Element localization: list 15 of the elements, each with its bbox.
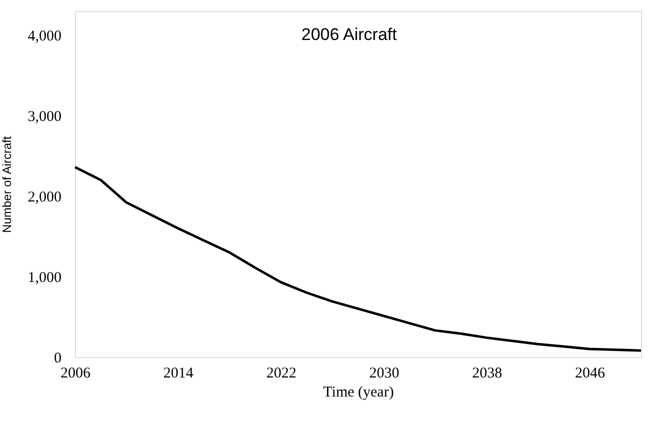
- y-axis-title: Number of Aircraft: [0, 135, 14, 233]
- x-tick-label: 2006: [60, 366, 91, 382]
- y-tick-label: 2,000: [28, 190, 62, 206]
- x-tick-label: 2030: [369, 366, 400, 382]
- text: 2006 Aircraft: [301, 25, 398, 44]
- x-tick-label: 2046: [575, 366, 606, 382]
- x-axis-title: Time (year): [323, 384, 394, 400]
- y-tick-label: 3,000: [28, 109, 62, 126]
- x-tick-label: 2014: [163, 366, 194, 382]
- x-tick-label: 2022: [266, 366, 296, 382]
- y-tick-label: 0: [54, 350, 62, 366]
- x-tick-label: 2038: [472, 366, 502, 382]
- line-series: [74, 166, 642, 352]
- y-tick-label: 4,000: [28, 28, 62, 45]
- y-tick-label: 1,000: [28, 270, 62, 286]
